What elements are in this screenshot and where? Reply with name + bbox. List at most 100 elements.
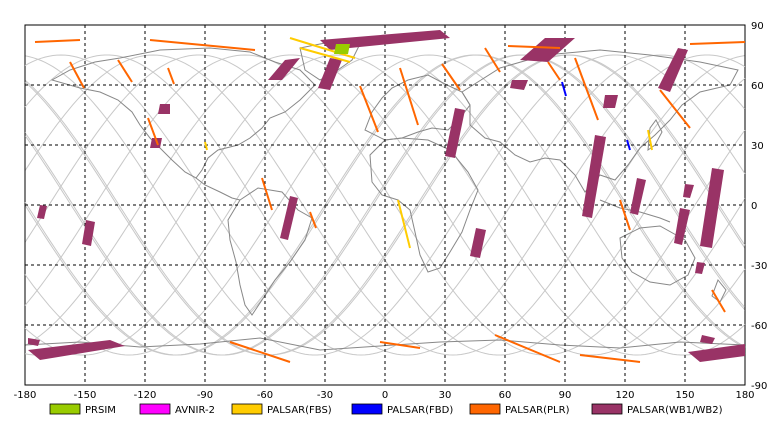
wb-swath xyxy=(150,138,162,148)
wb-swath xyxy=(318,58,342,90)
wb-swath xyxy=(688,344,745,362)
wb-swath xyxy=(700,168,724,248)
legend-item: PALSAR(FBS) xyxy=(231,403,332,416)
plr-swath xyxy=(441,63,461,91)
x-tick-label: 30 xyxy=(439,390,452,401)
prsim-swath xyxy=(334,44,350,54)
legend-swatch xyxy=(231,403,263,415)
legend-item: PALSAR(PLR) xyxy=(469,403,570,416)
swaths-prsim xyxy=(334,44,350,54)
wb-swath xyxy=(695,262,705,274)
y-tick-labels: 90 60 30 0 -30 -60 -90 xyxy=(751,21,767,392)
y-tick-label: 90 xyxy=(751,21,764,32)
plr-swath xyxy=(689,41,746,45)
y-tick-label: -90 xyxy=(751,381,767,392)
plr-swath xyxy=(229,341,291,363)
legend-swatch xyxy=(469,403,501,415)
swaths-fbd xyxy=(561,81,631,151)
x-tick-label: 60 xyxy=(499,390,512,401)
wb-swath xyxy=(28,338,40,346)
coast-antarctica xyxy=(24,337,746,351)
plr-swath xyxy=(309,211,317,229)
plr-swath xyxy=(579,354,641,363)
fbd-swath xyxy=(626,139,631,151)
x-tick-label: 180 xyxy=(735,390,754,401)
plr-swath xyxy=(359,85,379,133)
fbs-swath xyxy=(397,199,411,249)
swaths-plr xyxy=(34,39,746,363)
coast-central-america xyxy=(195,177,241,201)
swaths-fbs xyxy=(204,37,653,249)
legend-swatch xyxy=(351,403,383,415)
wb-swath xyxy=(158,104,170,114)
plr-swath xyxy=(69,61,85,89)
x-tick-label: 120 xyxy=(615,390,634,401)
wb-swath xyxy=(28,340,125,360)
wb-swath xyxy=(268,58,300,80)
coverage-swaths xyxy=(28,30,746,363)
legend-label: PALSAR(FBS) xyxy=(267,405,332,416)
y-tick-label: -30 xyxy=(751,261,767,272)
plr-swath xyxy=(659,89,691,129)
legend-swatch xyxy=(139,403,171,415)
wb-swath xyxy=(510,80,528,90)
wb-swath xyxy=(280,196,298,240)
plr-swath xyxy=(494,334,561,363)
wb-swath xyxy=(470,228,486,258)
fbs-swath xyxy=(647,129,653,151)
y-tick-label: 30 xyxy=(751,141,764,152)
wb-swath xyxy=(445,108,465,158)
swaths-wb xyxy=(28,30,745,362)
wb-swath xyxy=(658,48,688,92)
wb-swath xyxy=(603,95,618,108)
legend-label: PALSAR(FBD) xyxy=(387,405,453,416)
x-tick-labels: -180 -150 -120 -90 -60 -30 0 30 60 90 120 150 180 xyxy=(14,390,755,401)
x-tick-label: -30 xyxy=(317,390,333,401)
y-tick-label: -60 xyxy=(751,321,767,332)
legend-swatch xyxy=(591,403,623,415)
coast-australia xyxy=(619,225,696,286)
wb-swath xyxy=(520,38,575,62)
wb-swath xyxy=(700,335,715,344)
wb-swath xyxy=(320,30,450,50)
legend-item: PALSAR(WB1/WB2) xyxy=(591,403,723,416)
plr-swath xyxy=(167,67,175,85)
legend-item: PRSIM xyxy=(49,403,116,416)
plr-swath xyxy=(399,67,419,126)
coast-japan xyxy=(647,119,663,152)
fbs-swath xyxy=(299,47,351,63)
fbs-swath xyxy=(204,141,208,151)
coast-north-america xyxy=(50,47,316,179)
plr-swath xyxy=(149,39,256,51)
y-tick-label: 0 xyxy=(751,201,757,212)
y-tick-label: 60 xyxy=(751,81,764,92)
x-tick-label: -60 xyxy=(257,390,273,401)
fbs-swath xyxy=(289,37,356,59)
legend-label: PALSAR(WB1/WB2) xyxy=(627,405,723,416)
x-tick-label: 150 xyxy=(675,390,694,401)
legend: PRSIM AVNIR-2 PALSAR(FBS) PALSAR(FBD) PALSAR… xyxy=(49,403,723,416)
wb-swath xyxy=(630,178,646,215)
wb-swath xyxy=(37,205,47,219)
plr-swath xyxy=(619,199,631,231)
lat-lon-grid xyxy=(24,24,746,386)
legend-swatch xyxy=(49,403,81,415)
plr-swath xyxy=(34,39,81,43)
fbd-swath xyxy=(561,81,567,97)
legend-item: PALSAR(FBD) xyxy=(351,403,453,416)
plr-swath xyxy=(507,45,561,49)
x-tick-label: -120 xyxy=(134,390,157,401)
x-tick-label: -180 xyxy=(14,390,37,401)
x-tick-label: 0 xyxy=(382,390,388,401)
plr-swath xyxy=(147,117,159,146)
x-tick-label: 90 xyxy=(559,390,572,401)
wb-swath xyxy=(683,184,694,198)
legend-label: AVNIR-2 xyxy=(175,405,215,416)
wb-swath xyxy=(674,208,690,245)
legend-item: AVNIR-2 xyxy=(139,403,215,416)
wb-swath xyxy=(82,220,95,246)
wb-swath xyxy=(582,135,606,218)
plr-swath xyxy=(547,61,561,81)
plr-swath xyxy=(117,59,133,83)
